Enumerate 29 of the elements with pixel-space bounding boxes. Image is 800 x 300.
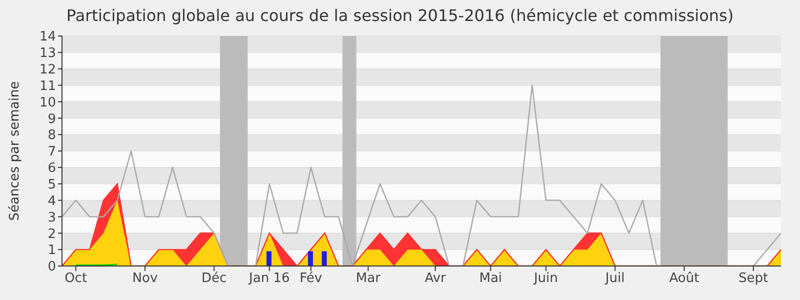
y-tick-label: 4 — [48, 194, 56, 209]
x-tick-label: Sept — [738, 271, 768, 286]
x-tick-label: Mar — [356, 271, 382, 286]
y-tick-label: 2 — [48, 226, 56, 242]
x-tick-label: Avr — [424, 271, 447, 286]
x-tick-label: Oct — [64, 271, 88, 286]
x-tick-label: Déc — [202, 271, 227, 286]
y-tick-label: 3 — [48, 210, 56, 226]
y-tick-label: 9 — [48, 112, 56, 127]
y-tick-label: 14 — [39, 30, 56, 45]
x-tick-label: Août — [669, 271, 700, 286]
y-tick-label: 13 — [39, 46, 56, 62]
x-tick-label: Nov — [132, 271, 158, 286]
y-tick-label: 6 — [48, 161, 56, 176]
y-tick-label: 0 — [48, 260, 56, 275]
y-tick-label: 11 — [39, 78, 56, 94]
y-tick-label: 7 — [48, 144, 56, 160]
y-tick-label: 8 — [48, 128, 56, 144]
y-tick-label: 5 — [48, 177, 56, 192]
x-tick-label: Juin — [532, 271, 558, 286]
x-tick-label: Mai — [479, 271, 502, 286]
y-tick-label: 10 — [39, 95, 56, 110]
chart-title: Participation globale au cours de la session 2015-2016 (hémicycle et commissions) — [65, 6, 735, 25]
y-tick-label: 12 — [39, 62, 56, 78]
x-tick-label: Jan 16 — [248, 271, 290, 286]
x-tick-label: Juil — [604, 271, 625, 286]
y-tick-label: 1 — [48, 243, 56, 258]
x-tick-label: Fév — [300, 271, 322, 286]
y-axis-title: Séances par semaine — [8, 81, 23, 221]
